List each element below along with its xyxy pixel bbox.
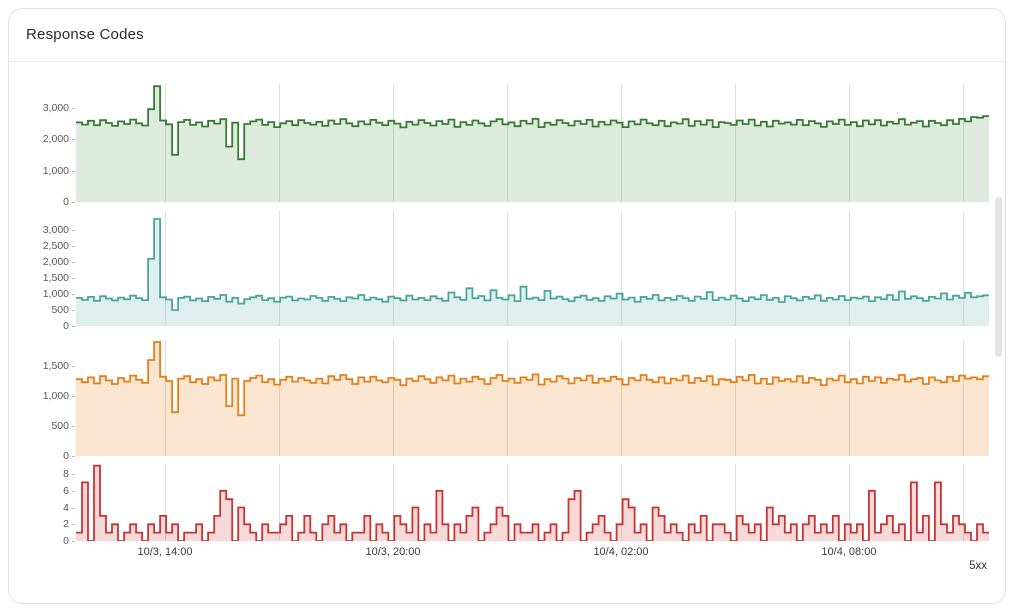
y-tick-mark [72, 541, 75, 542]
y-tick-mark [72, 366, 75, 367]
y-tick-mark [72, 170, 75, 172]
header-divider [9, 61, 1005, 62]
y-tick-mark [72, 396, 75, 397]
response-codes-panel: Response Codes 5xx 0 1,000 2,000 3,000 0 500 1… [8, 8, 1006, 604]
y-tick-label: 2,000 [42, 133, 69, 146]
chart-canvas [76, 211, 989, 326]
y-tick-label: 500 [51, 420, 69, 432]
chart-canvas [76, 339, 989, 456]
chart-row-1-plot[interactable] [76, 84, 989, 202]
y-tick-mark [72, 524, 75, 526]
y-tick-label: 4 [63, 501, 69, 514]
x-axis-label: 10/3, 14:00 [137, 546, 193, 558]
series-step-line [76, 341, 989, 417]
y-tick-mark [72, 107, 75, 109]
y-tick-mark [72, 474, 75, 476]
y-tick-label: 0 [63, 196, 69, 208]
y-tick-label: 3,000 [42, 224, 69, 237]
y-tick-label: 1,000 [42, 164, 69, 177]
y-tick-label: 8 [63, 468, 69, 481]
y-tick-mark [72, 310, 75, 312]
panel-title: Response Codes [26, 26, 144, 43]
series-area-fill [76, 219, 989, 326]
y-tick-label: 3,000 [42, 101, 69, 114]
chart-canvas [76, 84, 989, 202]
y-tick-mark [72, 456, 75, 457]
chart-row-3-plot[interactable] [76, 339, 989, 456]
series-step-line [76, 85, 989, 161]
y-tick-label: 0 [63, 320, 69, 332]
y-tick-mark [72, 507, 75, 509]
series-label-5xx: 5xx [969, 560, 987, 572]
x-axis-label: 10/4, 08:00 [821, 546, 877, 558]
series-step-line [76, 464, 989, 541]
y-tick-mark [72, 426, 75, 427]
y-tick-mark [72, 278, 75, 280]
series-area-fill [76, 86, 989, 202]
y-tick-label: 2,500 [42, 240, 69, 253]
y-tick-label: 1,000 [42, 390, 69, 402]
y-tick-label: 1,500 [42, 360, 69, 372]
chart-row-2-plot[interactable] [76, 211, 989, 326]
y-tick-label: 0 [63, 535, 69, 547]
y-tick-mark [72, 490, 75, 492]
panel-header: Response Codes [9, 9, 1005, 61]
y-tick-mark [72, 139, 75, 141]
y-tick-label: 500 [51, 304, 69, 317]
y-tick-mark [72, 294, 75, 296]
vertical-scrollbar-thumb[interactable] [995, 197, 1002, 357]
y-tick-label: 0 [63, 450, 69, 462]
y-tick-mark [72, 262, 75, 264]
y-tick-mark [72, 202, 75, 203]
y-tick-mark [72, 326, 75, 327]
y-tick-label: 1,500 [42, 272, 69, 285]
y-tick-label: 2,000 [42, 256, 69, 269]
series-step-line [76, 218, 989, 311]
chart-canvas [76, 464, 989, 541]
chart-row-4-plot[interactable] [76, 464, 989, 541]
x-axis-label: 10/4, 02:00 [593, 546, 649, 558]
charts-area: 5xx 0 1,000 2,000 3,000 0 500 1,000 1,500 2,000 2… [9, 9, 1005, 603]
y-tick-label: 6 [63, 484, 69, 497]
x-axis-label: 10/3, 20:00 [365, 546, 421, 558]
y-tick-mark [72, 230, 75, 232]
y-tick-label: 2 [63, 518, 69, 531]
series-area-fill [76, 342, 989, 456]
y-tick-label: 1,000 [42, 288, 69, 301]
y-tick-mark [72, 246, 75, 248]
